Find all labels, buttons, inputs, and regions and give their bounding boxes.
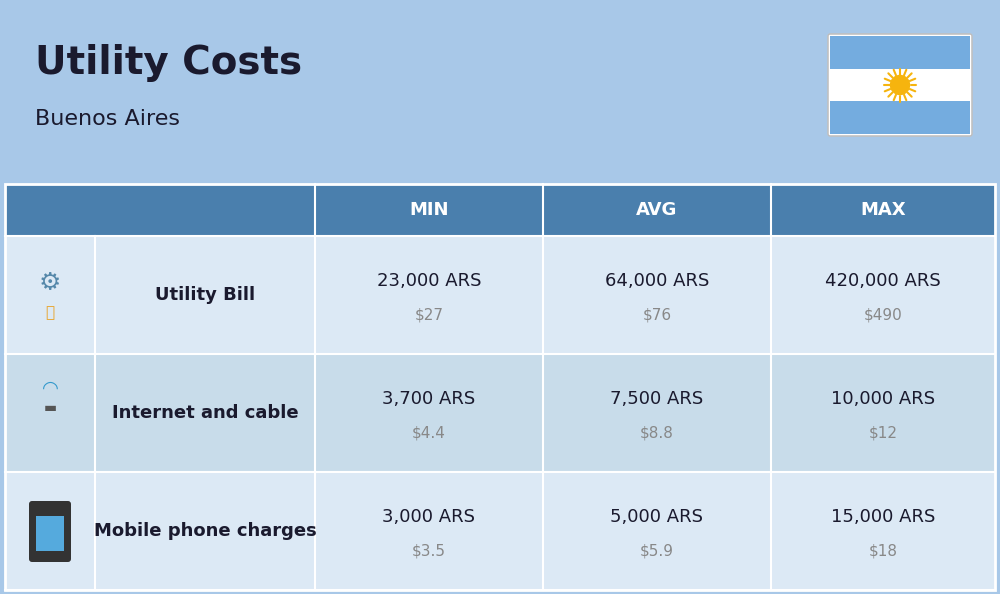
Text: Buenos Aires: Buenos Aires — [35, 109, 180, 129]
Text: 15,000 ARS: 15,000 ARS — [831, 508, 935, 526]
Text: MIN: MIN — [409, 201, 449, 219]
Bar — [830, 102, 970, 134]
Bar — [36, 516, 64, 551]
Bar — [5, 472, 995, 590]
Text: $76: $76 — [642, 308, 672, 323]
Text: Utility Bill: Utility Bill — [155, 286, 255, 304]
Text: $3.5: $3.5 — [412, 544, 446, 558]
Bar — [5, 354, 995, 472]
Text: $490: $490 — [864, 308, 902, 323]
Text: 10,000 ARS: 10,000 ARS — [831, 390, 935, 408]
FancyBboxPatch shape — [29, 501, 71, 562]
Text: AVG: AVG — [636, 201, 678, 219]
Text: MAX: MAX — [860, 201, 906, 219]
Text: $8.8: $8.8 — [640, 425, 674, 441]
FancyBboxPatch shape — [6, 242, 89, 348]
Text: 💡: 💡 — [45, 305, 55, 321]
Text: $4.4: $4.4 — [412, 425, 446, 441]
Text: Utility Costs: Utility Costs — [35, 44, 302, 82]
Text: 3,700 ARS: 3,700 ARS — [382, 390, 476, 408]
Text: 23,000 ARS: 23,000 ARS — [377, 272, 481, 290]
Text: 64,000 ARS: 64,000 ARS — [605, 272, 709, 290]
Text: Internet and cable: Internet and cable — [112, 404, 298, 422]
Text: 7,500 ARS: 7,500 ARS — [610, 390, 704, 408]
Text: ▬: ▬ — [43, 401, 57, 415]
Text: 5,000 ARS: 5,000 ARS — [610, 508, 703, 526]
Bar — [5, 184, 995, 236]
Text: $5.9: $5.9 — [640, 544, 674, 558]
Text: $27: $27 — [415, 308, 444, 323]
Text: ◠: ◠ — [42, 378, 58, 397]
Bar — [830, 36, 970, 69]
Text: $18: $18 — [868, 544, 897, 558]
Text: ⚙: ⚙ — [39, 271, 61, 295]
FancyBboxPatch shape — [6, 478, 89, 584]
FancyBboxPatch shape — [6, 360, 89, 466]
Text: 3,000 ARS: 3,000 ARS — [382, 508, 476, 526]
Circle shape — [891, 75, 910, 94]
Text: 420,000 ARS: 420,000 ARS — [825, 272, 941, 290]
Text: Mobile phone charges: Mobile phone charges — [94, 522, 316, 540]
FancyBboxPatch shape — [828, 34, 972, 136]
Text: $12: $12 — [868, 425, 897, 441]
Bar — [5, 236, 995, 354]
